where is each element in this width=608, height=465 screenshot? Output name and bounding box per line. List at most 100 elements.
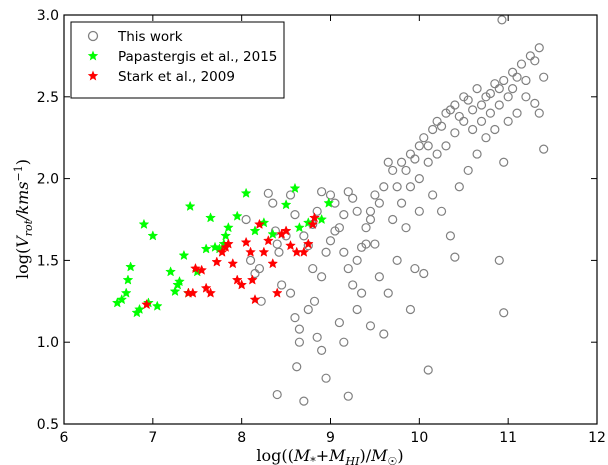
series-0 [241,15,549,406]
data-point-circle [285,288,296,298]
data-point-star [323,197,335,208]
data-point-circle [268,198,278,208]
data-point-star [316,213,328,225]
x-tick-label: 10 [410,430,428,446]
data-point-circle [468,124,478,135]
data-point-circle [348,193,358,203]
data-point-star [205,212,216,223]
data-point-circle [272,389,282,400]
data-point-circle [499,157,509,167]
data-point-circle [317,187,327,197]
data-point-circle [516,59,527,69]
data-point-circle [432,149,442,159]
data-point-circle [290,209,300,220]
data-point-circle [392,182,402,192]
x-tick-label: 9 [326,430,335,446]
x-axis-title: log((M*+MHI)/M☉) [256,446,403,465]
data-point-circle [383,157,393,167]
data-point-circle [321,247,331,257]
data-point-circle [508,67,518,77]
data-point-circle [330,226,340,236]
data-point-circle [503,116,513,126]
data-point-circle [463,95,473,105]
data-point-star [216,246,228,257]
data-point-star [249,293,261,305]
x-tick-label: 6 [60,430,69,446]
data-point-circle [485,88,495,99]
data-point-circle [521,75,531,86]
data-point-star [125,261,137,272]
data-point-circle [534,43,544,53]
data-point-circle [343,187,353,197]
data-point-star [222,238,234,249]
data-point-star [267,228,279,239]
data-point-circle [379,182,389,192]
data-point-circle [423,141,433,151]
data-point-star [211,256,223,267]
data-point-circle [499,308,509,318]
data-point-circle [468,105,478,115]
data-point-circle [419,133,429,143]
legend: This work Papastergis et al., 2015 Stark… [70,21,285,99]
data-point-star [309,212,320,223]
data-point-circle [450,100,460,110]
data-point-circle [472,84,482,94]
data-point-circle [494,255,504,265]
data-point-circle [263,188,273,198]
data-point-circle [388,165,398,176]
data-point-star [187,287,199,298]
data-point-star [280,225,292,236]
data-point-star [258,246,270,257]
data-point-circle [339,247,349,257]
data-point-circle [312,332,322,342]
y-tick-label: 2.0 [37,172,59,188]
data-point-circle [401,165,411,176]
data-point-circle [325,236,336,246]
data-point-circle [441,141,451,151]
legend-box [70,21,285,99]
data-point-star [120,287,132,298]
data-point-circle [401,223,411,233]
data-point-circle [481,133,491,143]
data-point-circle [485,108,495,118]
data-point-circle [294,324,305,334]
data-point-circle [490,79,500,89]
data-point-circle [463,165,473,176]
y-tick-label: 1.5 [37,253,59,269]
x-tick-label: 12 [588,430,606,446]
data-point-star [200,243,212,254]
x-tick-label: 11 [499,430,517,446]
data-point-circle [299,396,309,406]
data-point-circle [370,239,380,249]
data-point-star [280,199,292,210]
data-point-star [289,182,301,194]
data-point-star [262,235,274,246]
data-point-circle [339,209,349,220]
data-point-star [134,303,145,315]
data-point-star [147,230,159,241]
data-point-circle [374,272,384,282]
data-point-star [249,225,261,236]
data-point-star [116,293,128,305]
data-point-circle [348,280,358,290]
data-point-circle [503,92,513,102]
data-point-circle [423,365,433,375]
data-point-circle [379,329,389,339]
data-point-circle [436,121,447,131]
axis-ticks: 6 7 8 9 10 11 12 0.5 1.0 1.5 2.0 2.5 3.0 [37,8,606,446]
data-point-circle [361,223,371,233]
data-point-circle [303,304,313,315]
data-point-circle [321,373,331,383]
legend-label-this-work: This work [117,29,183,45]
data-point-circle [339,337,349,347]
data-point-circle [396,157,407,167]
data-point-star [178,249,190,261]
data-point-star [190,262,201,274]
data-point-circle [356,288,367,298]
data-point-circle [334,317,344,328]
data-point-star [246,274,258,285]
data-point-circle [309,296,320,306]
data-point-circle [534,108,544,118]
data-point-star [169,285,181,297]
